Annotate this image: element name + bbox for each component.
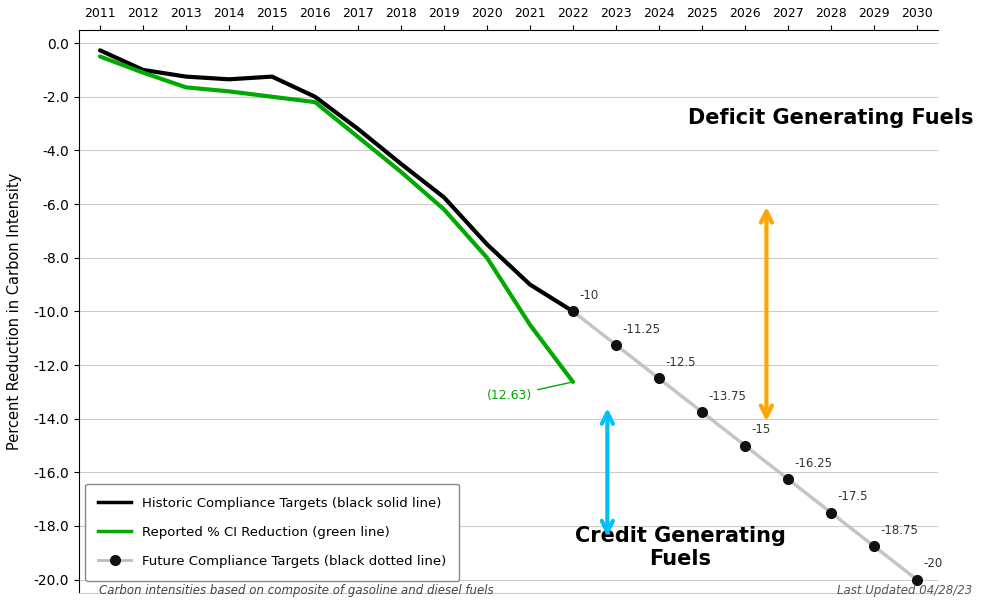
Legend: Historic Compliance Targets (black solid line), Reported % CI Reduction (green l: Historic Compliance Targets (black solid… xyxy=(85,484,459,581)
Text: (12.63): (12.63) xyxy=(487,383,570,403)
Text: -12.5: -12.5 xyxy=(666,356,696,369)
Text: -17.5: -17.5 xyxy=(837,490,868,503)
Text: Deficit Generating Fuels: Deficit Generating Fuels xyxy=(688,108,974,128)
Text: Last Updated 04/28/23: Last Updated 04/28/23 xyxy=(837,584,972,597)
Y-axis label: Percent Reduction in Carbon Intensity: Percent Reduction in Carbon Intensity xyxy=(7,173,22,450)
Text: -18.75: -18.75 xyxy=(880,524,919,537)
Text: -11.25: -11.25 xyxy=(622,323,661,335)
Text: -13.75: -13.75 xyxy=(708,389,746,403)
Text: Carbon intensities based on composite of gasoline and diesel fuels: Carbon intensities based on composite of… xyxy=(99,584,494,597)
Text: -15: -15 xyxy=(751,423,771,436)
Text: -10: -10 xyxy=(579,289,598,302)
Text: -16.25: -16.25 xyxy=(795,457,832,470)
Text: Credit Generating
Fuels: Credit Generating Fuels xyxy=(575,526,786,569)
Text: -20: -20 xyxy=(924,557,942,570)
